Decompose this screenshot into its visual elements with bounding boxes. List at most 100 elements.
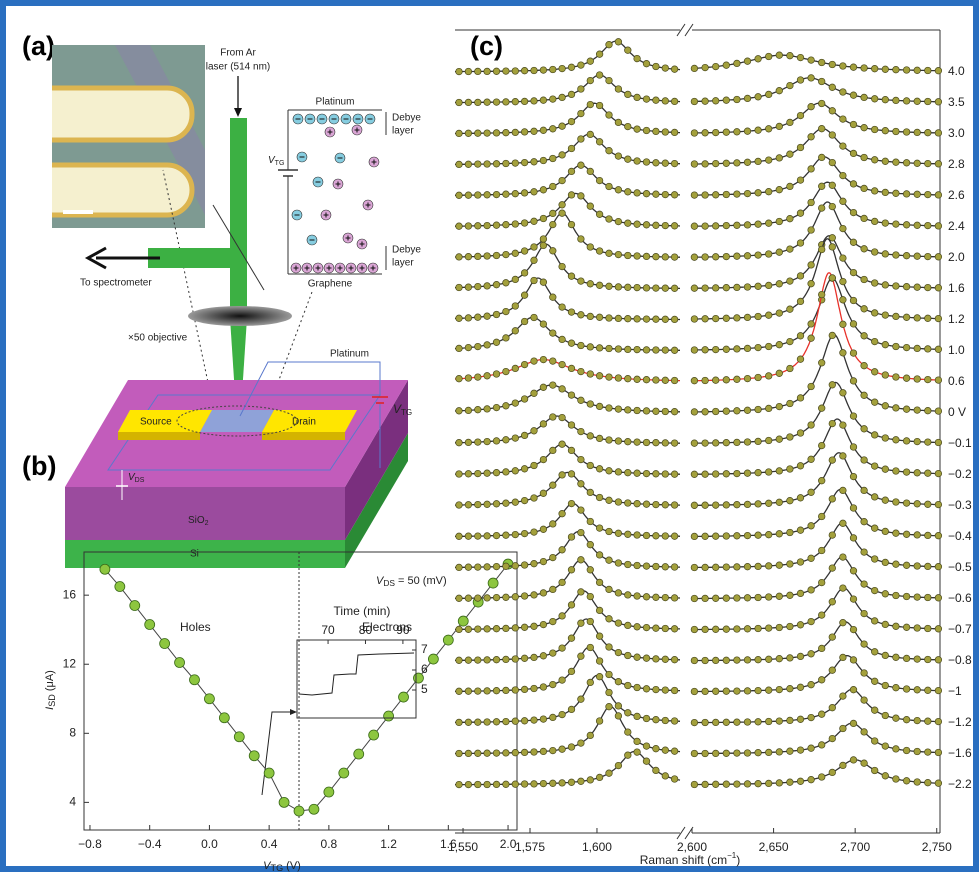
data-point (521, 159, 528, 166)
data-point (914, 656, 921, 663)
data-point (787, 529, 794, 536)
data-point (512, 656, 519, 663)
data-point (578, 86, 585, 93)
data-point (587, 489, 594, 496)
data-point (808, 456, 815, 463)
data-point (488, 578, 498, 588)
data-point (808, 103, 815, 110)
data-point (691, 564, 698, 571)
data-point (755, 283, 762, 290)
data-point (893, 374, 900, 381)
data-point (456, 533, 463, 540)
debye-label: layer (392, 258, 414, 269)
data-point (712, 440, 719, 447)
objective-lens (188, 306, 292, 326)
data-point (596, 552, 603, 559)
data-point (662, 377, 669, 384)
data-point (755, 344, 762, 351)
data-point (578, 481, 585, 488)
inset-title: Time (min) (334, 604, 391, 618)
data-point (840, 619, 847, 626)
data-point (503, 781, 510, 788)
data-point (808, 57, 815, 64)
data-point (531, 685, 538, 692)
data-point (818, 547, 825, 554)
data-point (653, 160, 660, 167)
data-point (734, 60, 741, 67)
data-point (829, 108, 836, 115)
data-point (925, 656, 932, 663)
data-point (115, 582, 125, 592)
data-point (521, 562, 528, 569)
data-point (882, 591, 889, 598)
data-point (829, 769, 836, 776)
data-point (540, 621, 547, 628)
data-point (671, 192, 678, 199)
data-point (840, 143, 847, 150)
data-point (797, 622, 804, 629)
data-point (521, 220, 528, 227)
data-point (818, 579, 825, 586)
data-point (734, 96, 741, 103)
subscript: TG (401, 408, 412, 417)
data-point (521, 67, 528, 74)
data-point (723, 346, 730, 353)
data-point (861, 760, 868, 767)
laser-label: From Ar (220, 48, 256, 59)
data-point (634, 190, 641, 197)
data-point (776, 531, 783, 538)
data-point (914, 563, 921, 570)
data-point (540, 97, 547, 104)
panel-label: (b) (22, 451, 56, 481)
data-point (456, 99, 463, 106)
data-point (935, 563, 942, 570)
data-point (723, 595, 730, 602)
data-point (559, 304, 566, 311)
subscript: SD (47, 694, 57, 707)
data-point (702, 719, 709, 726)
data-point (475, 564, 482, 571)
data-point (475, 719, 482, 726)
data-point (723, 502, 730, 509)
data-point (503, 335, 510, 342)
data-point (829, 704, 836, 711)
data-point (850, 269, 857, 276)
data-point (925, 779, 932, 786)
data-point (503, 625, 510, 632)
data-point (914, 222, 921, 229)
data-point (712, 781, 719, 788)
data-point (540, 421, 547, 428)
data-point (787, 151, 794, 158)
data-point (765, 594, 772, 601)
data-point (734, 750, 741, 757)
data-point (723, 97, 730, 104)
data-point (512, 531, 519, 538)
data-point (653, 563, 660, 570)
data-point (521, 432, 528, 439)
data-point (625, 682, 632, 689)
data-point (587, 541, 594, 548)
data-point (903, 747, 910, 754)
data-point (596, 579, 603, 586)
platinum-label: Platinum (316, 97, 355, 108)
data-point (550, 618, 557, 625)
data-point (456, 345, 463, 352)
data-point (776, 249, 783, 256)
data-point (755, 127, 762, 134)
data-point (643, 222, 650, 229)
data-point (712, 502, 719, 509)
data-point (702, 657, 709, 664)
data-point (903, 222, 910, 229)
data-point (765, 126, 772, 133)
data-point (903, 500, 910, 507)
data-point (625, 592, 632, 599)
data-point (493, 311, 500, 318)
data-point (531, 428, 538, 435)
data-point (861, 518, 868, 525)
data-point (662, 773, 669, 780)
data-point (550, 382, 557, 389)
data-point (249, 751, 259, 761)
data-point (540, 321, 547, 328)
data-point (797, 463, 804, 470)
data-point (493, 719, 500, 726)
